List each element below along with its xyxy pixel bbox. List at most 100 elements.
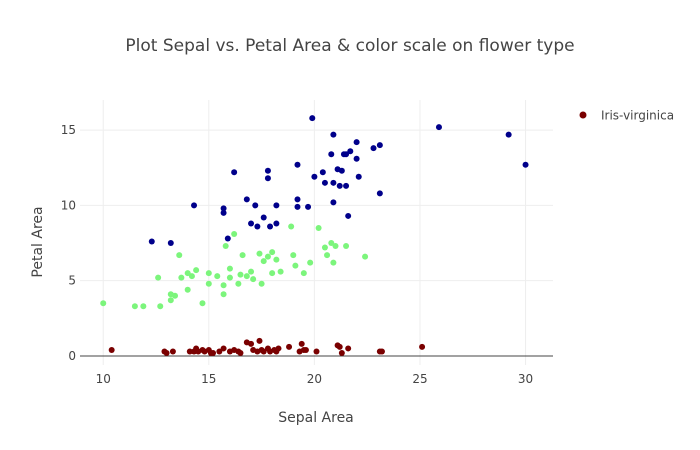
data-point[interactable]	[155, 274, 162, 281]
data-point[interactable]	[309, 115, 316, 122]
data-point[interactable]	[353, 155, 360, 162]
data-point[interactable]	[210, 349, 217, 356]
data-point[interactable]	[319, 169, 326, 176]
data-point[interactable]	[220, 209, 227, 216]
data-point[interactable]	[307, 259, 314, 266]
data-point[interactable]	[288, 223, 295, 230]
data-point[interactable]	[178, 274, 185, 281]
data-point[interactable]	[176, 252, 183, 259]
data-point[interactable]	[338, 167, 345, 174]
data-point[interactable]	[167, 240, 174, 247]
data-point[interactable]	[172, 292, 179, 299]
data-point[interactable]	[298, 340, 305, 347]
data-point[interactable]	[321, 244, 328, 251]
data-point[interactable]	[313, 348, 320, 355]
data-point[interactable]	[273, 202, 280, 209]
data-point[interactable]	[191, 202, 198, 209]
data-point[interactable]	[343, 151, 350, 158]
data-point[interactable]	[254, 223, 261, 230]
data-point[interactable]	[353, 139, 360, 146]
data-point[interactable]	[294, 196, 301, 203]
data-point[interactable]	[347, 148, 354, 155]
data-point[interactable]	[260, 258, 267, 265]
data-point[interactable]	[332, 243, 339, 250]
data-point[interactable]	[131, 303, 138, 310]
data-point[interactable]	[362, 253, 369, 260]
data-point[interactable]	[311, 173, 318, 180]
data-point[interactable]	[273, 256, 280, 263]
data-point[interactable]	[148, 238, 155, 245]
data-point[interactable]	[248, 340, 255, 347]
data-point[interactable]	[294, 203, 301, 210]
data-point[interactable]	[184, 286, 191, 293]
data-point[interactable]	[248, 268, 255, 275]
data-point[interactable]	[330, 131, 337, 138]
data-point[interactable]	[321, 179, 328, 186]
data-point[interactable]	[216, 348, 223, 355]
data-point[interactable]	[324, 252, 331, 259]
data-point[interactable]	[330, 259, 337, 266]
data-point[interactable]	[163, 349, 170, 356]
data-point[interactable]	[277, 268, 284, 275]
data-point[interactable]	[231, 231, 238, 238]
data-point[interactable]	[256, 337, 263, 344]
data-point[interactable]	[275, 345, 282, 352]
legend[interactable]: Iris-virginica	[579, 109, 675, 123]
data-point[interactable]	[294, 161, 301, 168]
data-point[interactable]	[505, 131, 512, 138]
data-point[interactable]	[226, 274, 233, 281]
data-point[interactable]	[269, 270, 276, 277]
data-point[interactable]	[256, 250, 263, 257]
data-point[interactable]	[286, 343, 293, 350]
data-point[interactable]	[336, 182, 343, 189]
data-point[interactable]	[260, 348, 267, 355]
data-point[interactable]	[157, 303, 164, 310]
data-point[interactable]	[336, 343, 343, 350]
data-point[interactable]	[258, 280, 265, 287]
data-point[interactable]	[345, 345, 352, 352]
data-point[interactable]	[343, 182, 350, 189]
data-point[interactable]	[167, 297, 174, 304]
data-point[interactable]	[376, 142, 383, 149]
data-point[interactable]	[269, 249, 276, 256]
data-point[interactable]	[302, 346, 309, 353]
data-point[interactable]	[220, 205, 227, 212]
data-point[interactable]	[345, 212, 352, 219]
data-point[interactable]	[205, 280, 212, 287]
data-point[interactable]	[222, 243, 229, 250]
data-point[interactable]	[419, 343, 426, 350]
data-point[interactable]	[193, 267, 200, 274]
data-point[interactable]	[305, 203, 312, 210]
data-point[interactable]	[108, 346, 115, 353]
data-point[interactable]	[205, 270, 212, 277]
data-point[interactable]	[328, 240, 335, 247]
data-point[interactable]	[186, 348, 193, 355]
data-point[interactable]	[260, 214, 267, 221]
data-point[interactable]	[264, 175, 271, 182]
data-point[interactable]	[292, 262, 299, 269]
data-point[interactable]	[330, 179, 337, 186]
data-point[interactable]	[140, 303, 147, 310]
data-point[interactable]	[235, 280, 242, 287]
data-point[interactable]	[355, 173, 362, 180]
data-point[interactable]	[214, 273, 221, 280]
data-point[interactable]	[300, 270, 307, 277]
data-point[interactable]	[100, 300, 107, 307]
data-point[interactable]	[378, 348, 385, 355]
data-point[interactable]	[224, 235, 231, 242]
data-point[interactable]	[264, 253, 271, 260]
data-point[interactable]	[328, 151, 335, 158]
data-point[interactable]	[435, 124, 442, 131]
data-point[interactable]	[315, 224, 322, 231]
data-point[interactable]	[243, 196, 250, 203]
data-point[interactable]	[188, 273, 195, 280]
data-point[interactable]	[184, 270, 191, 277]
data-point[interactable]	[199, 300, 206, 307]
data-point[interactable]	[237, 349, 244, 356]
data-point[interactable]	[231, 169, 238, 176]
data-point[interactable]	[273, 220, 280, 227]
data-point[interactable]	[220, 345, 227, 352]
data-point[interactable]	[226, 265, 233, 272]
data-point[interactable]	[220, 282, 227, 289]
data-point[interactable]	[248, 220, 255, 227]
